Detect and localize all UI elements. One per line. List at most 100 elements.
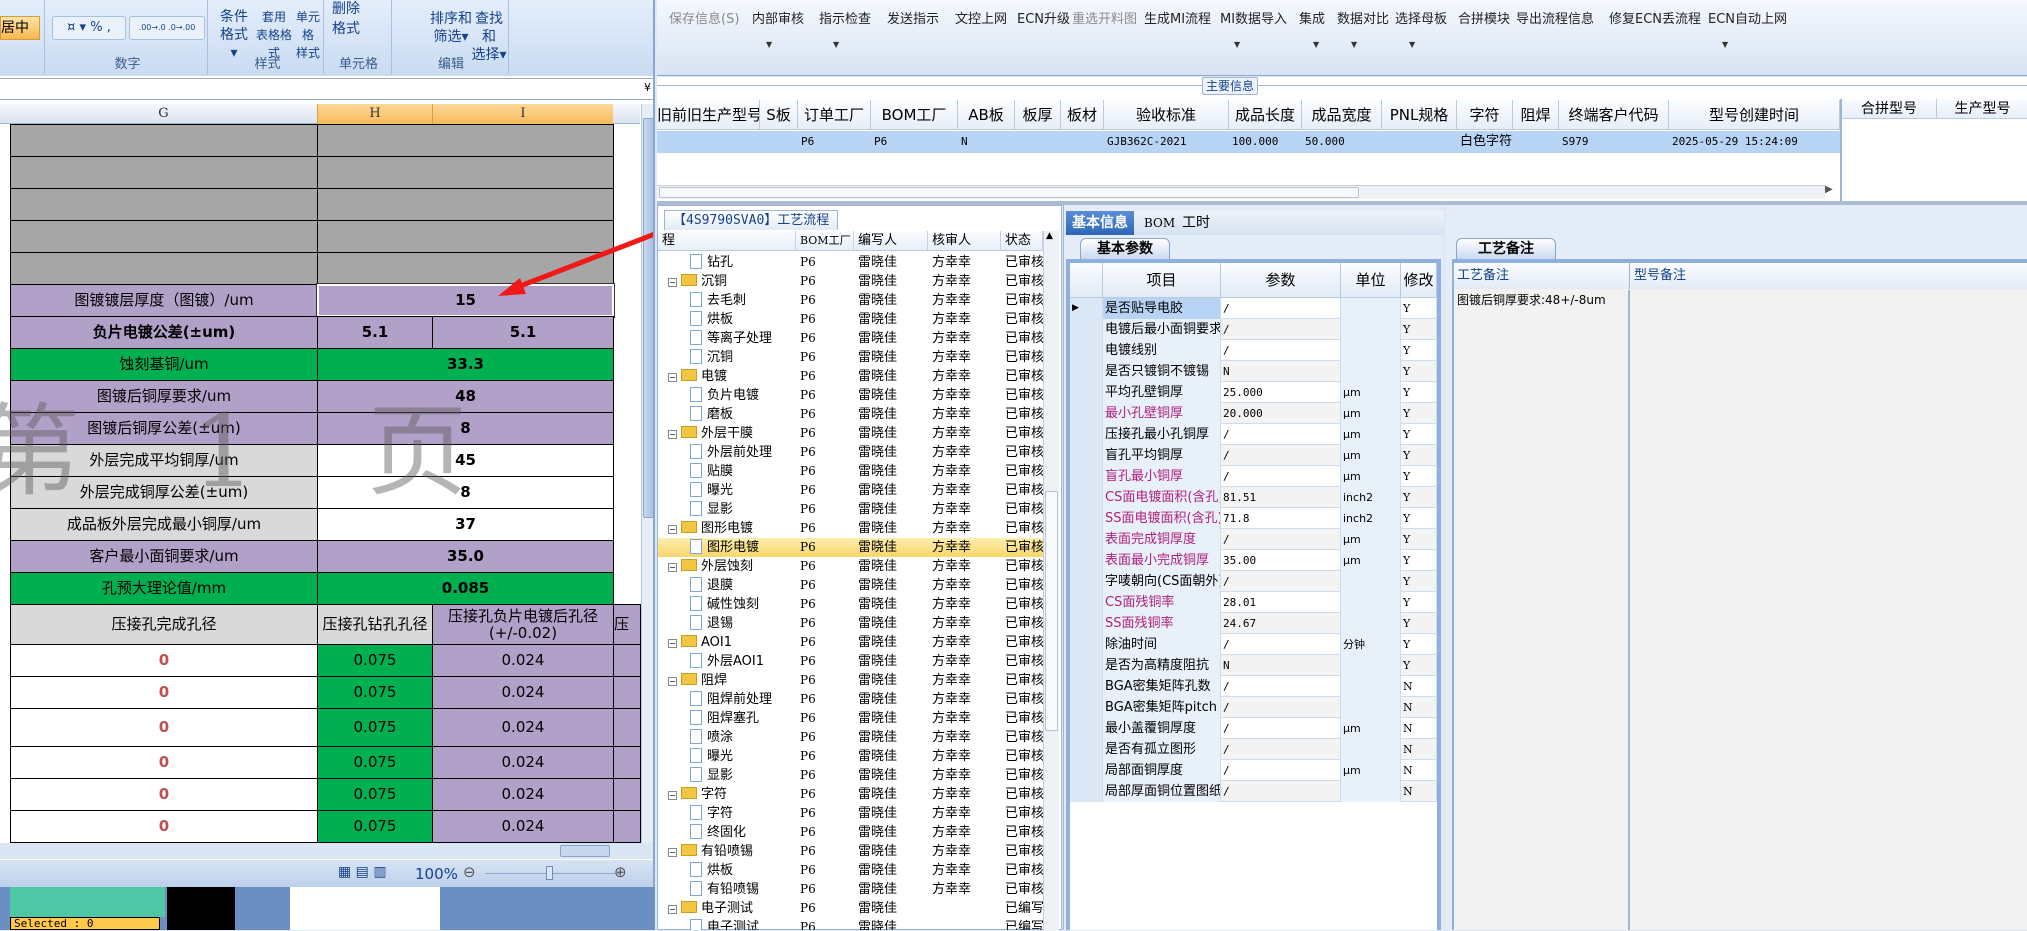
cell-12[interactable] xyxy=(1513,131,1559,153)
toolbar-button-15[interactable]: ECN自动上网 xyxy=(1708,12,1788,27)
param-unit[interactable] xyxy=(1341,592,1401,613)
zoom-in-button[interactable]: ⊕ xyxy=(614,863,627,881)
gray-cell[interactable] xyxy=(10,220,318,253)
collapse-icon[interactable]: − xyxy=(668,525,677,534)
conditional-format-button[interactable]: 条件格式 ▾ xyxy=(220,9,248,61)
param-value[interactable]: / xyxy=(1221,466,1341,487)
row-indicator[interactable] xyxy=(1070,781,1103,802)
param-item[interactable]: 电镀后最小面铜要求 xyxy=(1103,319,1221,340)
row-indicator[interactable] xyxy=(1070,466,1103,487)
press-plated[interactable]: 0.024 xyxy=(432,708,614,747)
param-unit[interactable]: μm xyxy=(1341,445,1401,466)
param-unit[interactable] xyxy=(1341,697,1401,718)
col-3[interactable]: BOM工厂 xyxy=(871,100,958,130)
vertical-scrollbar[interactable] xyxy=(641,104,653,844)
cell-5[interactable] xyxy=(1015,131,1061,153)
param-value[interactable]: 81.51 xyxy=(1221,487,1341,508)
param-value[interactable]: 24.67 xyxy=(1221,613,1341,634)
param-modify[interactable]: Y xyxy=(1401,655,1437,676)
press-partial[interactable] xyxy=(613,778,641,811)
process-name-cell[interactable]: 曝光 xyxy=(690,481,796,500)
param-unit[interactable] xyxy=(1341,340,1401,361)
param-modify[interactable]: Y xyxy=(1401,508,1437,529)
param-item[interactable]: BGA密集矩阵孔数 xyxy=(1103,676,1221,697)
row-indicator[interactable] xyxy=(1070,718,1103,739)
process-row[interactable]: 钻孔 P6 雷晓佳 方幸幸 已审核 xyxy=(658,253,1043,272)
collapse-icon[interactable]: − xyxy=(668,791,677,800)
param-item[interactable]: 电镀线别 xyxy=(1103,340,1221,361)
param-item[interactable]: 是否为高精度阻抗 xyxy=(1103,655,1221,676)
increase-decimal-button[interactable]: .0→.00 xyxy=(168,23,196,32)
param-value[interactable]: / xyxy=(1221,634,1341,655)
process-flow-tab[interactable]: 【4S9790SVA0】工艺流程 xyxy=(664,210,839,230)
param-item[interactable]: SS面电镀面积(含孔) xyxy=(1103,508,1221,529)
param-row[interactable]: CS面电镀面积(含孔) 81.51 inch2 Y xyxy=(1070,487,1437,508)
process-name-cell[interactable]: 钻孔 xyxy=(690,253,796,272)
toolbar-button-7[interactable]: 生成MI流程 xyxy=(1144,12,1212,27)
param-unit[interactable]: 分钟 xyxy=(1341,634,1401,655)
param-value[interactable]: / xyxy=(1221,718,1341,739)
col-4[interactable]: AB板 xyxy=(958,100,1015,130)
process-name-cell[interactable]: 碱性蚀刻 xyxy=(690,595,796,614)
toolbar-button-2[interactable]: 指示检查 xyxy=(819,12,872,27)
row-indicator[interactable] xyxy=(1070,403,1103,424)
param-unit[interactable]: inch2 xyxy=(1341,487,1401,508)
process-row[interactable]: − 图形电镀 P6 雷晓佳 方幸幸 已审核 xyxy=(658,519,1043,538)
param-row[interactable]: 是否为高精度阻抗 N Y xyxy=(1070,655,1437,676)
param-item[interactable]: CS面残铜率 xyxy=(1103,592,1221,613)
process-row[interactable]: 外层AOI1 P6 雷晓佳 方幸幸 已审核 xyxy=(658,652,1043,671)
param-modify[interactable]: Y xyxy=(1401,319,1437,340)
toolbar-button-10[interactable]: 数据对比 xyxy=(1337,12,1390,27)
process-name-cell[interactable]: 烘板 xyxy=(690,861,796,880)
process-row[interactable]: 等离子处理 P6 雷晓佳 方幸幸 已审核 xyxy=(658,329,1043,348)
param-row[interactable]: 最小盖覆铜厚度 / μm N xyxy=(1070,718,1437,739)
row-indicator[interactable] xyxy=(1070,571,1103,592)
toolbar-button-11[interactable]: 选择母板 xyxy=(1395,12,1448,27)
collapse-icon[interactable]: − xyxy=(668,430,677,439)
gray-cell[interactable] xyxy=(10,252,318,285)
param-item[interactable]: 盲孔最小铜厚 xyxy=(1103,466,1221,487)
view-buttons[interactable]: ▦ ▤ ▥ xyxy=(338,864,387,880)
col-5[interactable]: 板厚 xyxy=(1015,100,1061,130)
gray-cell[interactable] xyxy=(317,188,614,221)
col-11[interactable]: 字符 xyxy=(1457,100,1513,130)
process-name-cell[interactable]: − 外层干膜 xyxy=(668,424,796,443)
decrease-decimal-button[interactable]: .00→.0 xyxy=(138,23,166,32)
col-9[interactable]: 成品宽度 xyxy=(1302,100,1382,130)
row-label[interactable]: 孔预大理论值/mm xyxy=(10,572,318,605)
row-indicator[interactable]: ▶ xyxy=(1070,298,1103,319)
param-unit[interactable]: μm xyxy=(1341,718,1401,739)
process-row[interactable]: − 外层干膜 P6 雷晓佳 方幸幸 已审核 xyxy=(658,424,1043,443)
horizontal-scrollbar[interactable] xyxy=(0,843,653,859)
param-value[interactable]: / xyxy=(1221,424,1341,445)
param-row[interactable]: 压接孔最小孔铜厚 / μm Y xyxy=(1070,424,1437,445)
scroll-right-icon[interactable]: ▶ xyxy=(1825,184,1833,195)
collapse-icon[interactable]: − xyxy=(668,639,677,648)
delete-button[interactable]: 删除 xyxy=(332,1,360,17)
toolbar-button-5[interactable]: ECN升级 xyxy=(1017,12,1071,27)
toolbar-button-0[interactable]: 保存信息(S) xyxy=(669,12,740,27)
param-item[interactable]: 表面完成铜厚度 xyxy=(1103,529,1221,550)
cell-10[interactable] xyxy=(1382,131,1457,153)
press-plated[interactable]: 0.024 xyxy=(432,810,614,843)
press-header-partial[interactable]: 压 xyxy=(613,604,641,645)
process-row[interactable]: 电子测试 P6 雷晓佳 已编写 xyxy=(658,918,1043,930)
param-modify[interactable]: N xyxy=(1401,781,1437,802)
row-value-h[interactable]: 5.1 xyxy=(317,316,433,349)
process-name-cell[interactable]: 外层前处理 xyxy=(690,443,796,462)
process-row[interactable]: 显影 P6 雷晓佳 方幸幸 已审核 xyxy=(658,500,1043,519)
param-modify[interactable]: Y xyxy=(1401,298,1437,319)
process-row[interactable]: − 字符 P6 雷晓佳 方幸幸 已审核 xyxy=(658,785,1043,804)
process-row[interactable]: 沉铜 P6 雷晓佳 方幸幸 已审核 xyxy=(658,348,1043,367)
row-value[interactable]: 48 xyxy=(317,380,614,413)
collapse-icon[interactable]: − xyxy=(668,677,677,686)
process-row[interactable]: − 电镀 P6 雷晓佳 方幸幸 已审核 xyxy=(658,367,1043,386)
process-row[interactable]: 显影 P6 雷晓佳 方幸幸 已审核 xyxy=(658,766,1043,785)
row-indicator[interactable] xyxy=(1070,550,1103,571)
param-row[interactable]: 字唛朝向(CS面朝外) / Y xyxy=(1070,571,1437,592)
process-name-cell[interactable]: 外层AOI1 xyxy=(690,652,796,671)
press-partial[interactable] xyxy=(613,810,641,843)
process-row[interactable]: − 沉铜 P6 雷晓佳 方幸幸 已审核 xyxy=(658,272,1043,291)
param-modify[interactable]: Y xyxy=(1401,592,1437,613)
press-partial[interactable] xyxy=(613,746,641,779)
